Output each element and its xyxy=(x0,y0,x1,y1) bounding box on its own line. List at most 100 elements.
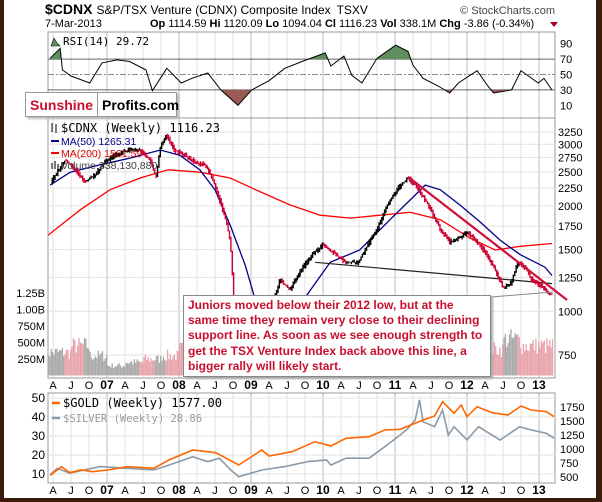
volume-bar xyxy=(514,333,516,376)
volume-bar xyxy=(180,342,183,376)
volume-bar xyxy=(93,358,95,376)
rsi-axis-label: 10 xyxy=(560,100,572,112)
volume-bar xyxy=(92,359,94,376)
silver-axis-label: 10 xyxy=(32,467,46,481)
volume-bar xyxy=(122,366,124,376)
volume-bar xyxy=(72,338,75,376)
volume-bar xyxy=(490,354,493,376)
volume-bar xyxy=(524,350,526,376)
volume-bar xyxy=(506,347,508,376)
vol-value: 338.1M xyxy=(400,18,437,30)
volume-bar xyxy=(148,361,151,376)
hi-label: Hi xyxy=(210,18,221,30)
volume-bar xyxy=(518,337,520,376)
vol-label: Vol xyxy=(380,18,396,30)
x-axis-label: 07 xyxy=(100,483,114,497)
volume-bar xyxy=(492,353,494,376)
rsi-axis-label: 90 xyxy=(560,39,572,51)
x-axis-label: O xyxy=(157,380,166,392)
volume-bar xyxy=(130,361,133,376)
x-axis-label: A xyxy=(121,485,129,497)
volume-bar xyxy=(74,340,76,376)
volume-bar xyxy=(142,362,144,376)
x-axis-label: A xyxy=(49,380,57,392)
volume-bar xyxy=(68,358,70,376)
volume-bar xyxy=(112,368,115,376)
volume-bar xyxy=(90,357,93,376)
logo-part-sunshine: Sunshine xyxy=(26,93,99,116)
x-axis-label: 13 xyxy=(532,378,546,392)
cdnx-legend: $CDNX (Weekly) 1116.23 xyxy=(61,121,220,135)
silver-line xyxy=(49,399,555,478)
hi-value: 1120.09 xyxy=(224,18,263,30)
volume-bar xyxy=(82,344,84,376)
gold-axis-label: 1000 xyxy=(560,444,584,456)
x-axis-label: A xyxy=(409,380,417,392)
price-axis-label: 1750 xyxy=(558,221,582,233)
volume-bar xyxy=(173,354,176,376)
header-title: $CDNX S&P/TSX Venture (CDNX) Composite In… xyxy=(45,1,368,17)
price-axis-label: 1000 xyxy=(558,306,582,318)
x-axis-label: J xyxy=(428,380,434,392)
volume-bar xyxy=(171,359,173,376)
x-axis-label: 08 xyxy=(172,483,186,497)
cl-label: Cl xyxy=(325,18,336,30)
volume-bar xyxy=(107,365,109,376)
gold-axis-label: 1250 xyxy=(560,430,584,442)
volume-bar xyxy=(535,338,537,376)
volume-bar xyxy=(70,349,72,376)
x-axis-label: O xyxy=(445,485,454,497)
volume-axis-label: 500M xyxy=(17,338,45,350)
volume-bar xyxy=(521,353,523,376)
volume-bar xyxy=(542,342,544,376)
volume-bar xyxy=(86,348,88,376)
volume-bar xyxy=(60,350,62,376)
volume-bar xyxy=(178,351,180,376)
logo-part-profits: Profits.com xyxy=(102,96,180,113)
silver-axis-label: 50 xyxy=(32,391,46,405)
x-axis-label: O xyxy=(85,380,94,392)
volume-bar xyxy=(81,343,83,376)
volume-bar xyxy=(140,362,142,376)
quote-summary: Op 1114.59 Hi 1120.09 Lo 1094.04 Cl 1116… xyxy=(150,18,534,30)
price-axis-label: 750 xyxy=(558,350,576,362)
volume-bar xyxy=(143,357,145,376)
x-axis-label: A xyxy=(409,485,417,497)
x-axis-label: O xyxy=(301,485,310,497)
volume-bar xyxy=(75,352,77,376)
x-axis-label: A xyxy=(265,380,273,392)
rsi-legend: RSI(14) 29.72 xyxy=(63,35,149,48)
volume-bar xyxy=(179,342,181,376)
volume-bar xyxy=(54,348,57,376)
volume-bar xyxy=(121,367,123,376)
x-axis-label: 13 xyxy=(532,483,546,497)
chg-label: Chg xyxy=(439,18,460,30)
op-label: Op xyxy=(150,18,166,30)
volume-bar xyxy=(157,355,159,376)
volume-bar xyxy=(88,348,90,376)
price-axis-label: 2500 xyxy=(558,167,582,179)
volume-bar xyxy=(154,360,156,376)
volume-bar xyxy=(114,366,116,376)
down-arrow-icon xyxy=(550,22,558,27)
volume-bar xyxy=(96,358,98,376)
price-axis-label: 3000 xyxy=(558,139,582,151)
volume-bar xyxy=(53,354,55,376)
x-axis-label: 09 xyxy=(244,483,258,497)
volume-bar xyxy=(161,360,163,376)
volume-bar xyxy=(158,362,160,376)
silver-legend: $SILVER (Weekly) 28.86 xyxy=(63,413,202,425)
gold-axis-label: 1750 xyxy=(560,402,584,414)
volume-bar xyxy=(508,334,511,376)
volume-bar xyxy=(153,360,155,376)
x-axis-label: J xyxy=(140,380,146,392)
brand-link[interactable]: © StockCharts.com xyxy=(460,5,555,17)
volume-bar xyxy=(103,360,105,376)
volume-bar xyxy=(124,366,126,376)
volume-bar xyxy=(495,345,497,376)
exchange: TSXV xyxy=(337,3,368,17)
x-axis-label: 11 xyxy=(389,378,402,392)
panel-border xyxy=(47,392,556,484)
volume-bar xyxy=(503,337,505,376)
annotation-box: Juniors moved below their 2012 low, but … xyxy=(183,295,491,378)
